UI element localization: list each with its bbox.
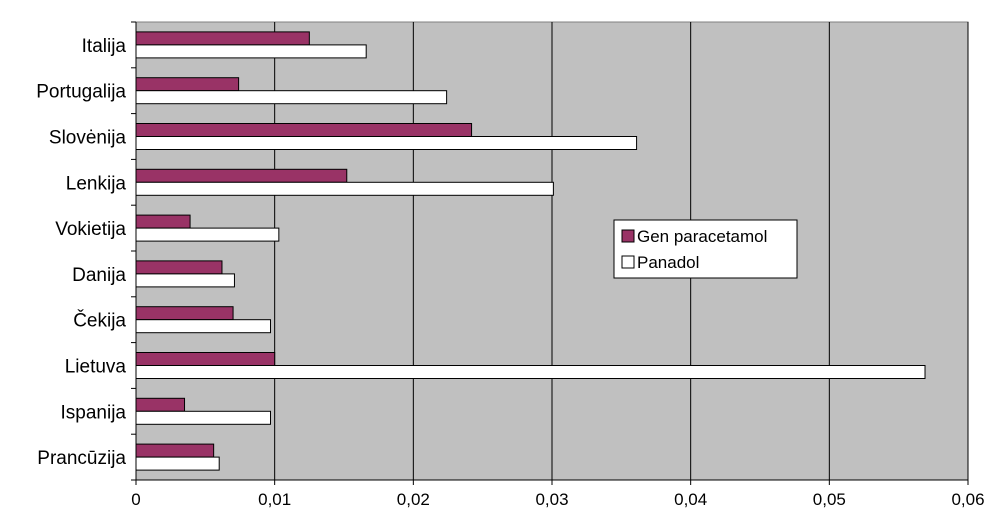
bar-gen-paracetamol-lenkija [135, 168, 348, 183]
category-label: Prancūzija [37, 448, 126, 469]
category-label: Ispanija [61, 402, 127, 423]
bar-gen-paracetamol-lietuva [135, 352, 276, 366]
category-label: Danija [72, 265, 126, 286]
bar-gen-paracetamol-prancuzija [135, 443, 215, 458]
bar-gen-paracetamol-slovenija [135, 123, 473, 137]
bar-panadol-danija [135, 273, 235, 288]
x-tick-label: 0,05 [813, 490, 846, 509]
legend-label-panadol: Panadol [637, 253, 699, 272]
x-tick-label: 0 [131, 490, 140, 509]
bar-panadol-lietuva [135, 365, 926, 379]
bar-panadol-italija [135, 44, 367, 59]
bar-panadol-vokietija [135, 227, 280, 242]
bar-gen-paracetamol-italija [135, 31, 310, 46]
category-label: Vokietija [55, 219, 126, 240]
bar-panadol-ispanija [135, 410, 272, 425]
x-tick-label: 0,04 [674, 490, 707, 509]
bar-gen-paracetamol-cekija [135, 306, 234, 321]
bar-panadol-portugalija [135, 90, 448, 105]
legend-swatch-panadol [621, 255, 635, 269]
bar-panadol-slovenija [135, 136, 638, 150]
legend-label-gen-paracetamol: Gen paracetamol [637, 227, 767, 246]
x-tick-label: 0,01 [258, 490, 291, 509]
bar-gen-paracetamol-vokietija [135, 214, 191, 229]
bar-panadol-prancuzija [135, 456, 220, 471]
category-label: Čekija [73, 310, 126, 332]
category-label: Portugalija [36, 82, 126, 103]
category-label: Italija [82, 36, 127, 57]
legend-swatch-gen-paracetamol [621, 229, 635, 243]
category-label: Lenkija [66, 173, 127, 194]
category-label: Lietuva [65, 357, 127, 378]
bar-panadol-lenkija [135, 181, 554, 196]
legend: Gen paracetamol Panadol [613, 219, 798, 279]
x-tick-label: 0,03 [535, 490, 568, 509]
bar-gen-paracetamol-ispanija [135, 397, 186, 412]
x-tick-label: 0,06 [951, 490, 984, 509]
category-label: Slovėnija [49, 128, 127, 149]
axes: 0 0,01 0,02 0,03 0,04 0,05 0,06 Italija Portugal… [36, 21, 985, 509]
bar-gen-paracetamol-danija [135, 260, 223, 275]
bars [135, 31, 926, 471]
bar-gen-paracetamol-portugalija [135, 77, 240, 92]
bar-panadol-cekija [135, 319, 272, 334]
legend-box [613, 219, 798, 279]
x-tick-label: 0,02 [397, 490, 430, 509]
